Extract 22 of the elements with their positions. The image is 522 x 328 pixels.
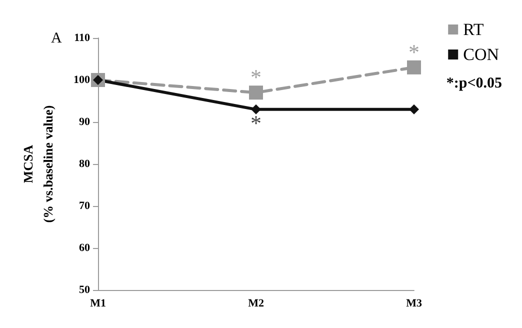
- legend-label: CON: [463, 45, 500, 64]
- text: *:p<0.05: [446, 76, 502, 92]
- point: [251, 104, 261, 114]
- y-tick-label: 50: [79, 284, 90, 296]
- y-tick-label: 110: [74, 32, 90, 44]
- x-tick-label: M3: [406, 298, 422, 310]
- legend-label: RT: [463, 20, 484, 39]
- y-axis-title: MCSA (% vs.baseline value): [20, 105, 56, 223]
- point: [407, 60, 421, 74]
- x-tick-label: M2: [248, 298, 264, 310]
- y-tick-label: 90: [79, 116, 90, 128]
- point: [409, 104, 419, 114]
- y-tick-label: 70: [79, 200, 90, 212]
- x-tick-label: M1: [90, 298, 106, 310]
- y-tick-label: 80: [79, 158, 90, 170]
- y-tick-label: 100: [74, 74, 90, 86]
- point: [249, 86, 263, 100]
- annotation: *: [408, 39, 420, 64]
- chart-title: A: [51, 30, 62, 46]
- y-tick-label: 60: [79, 242, 90, 254]
- annotation: *: [250, 64, 262, 90]
- annotation: *: [250, 110, 262, 136]
